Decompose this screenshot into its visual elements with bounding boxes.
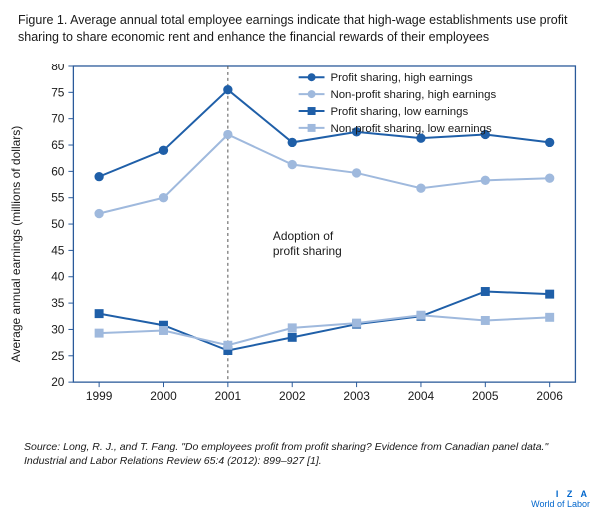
svg-text:25: 25 bbox=[51, 349, 65, 363]
iza-logo: I Z A World of Labor bbox=[531, 490, 590, 510]
plot-region: 2025303540455055606570758019992000200120… bbox=[72, 64, 577, 404]
svg-text:Non-profit sharing, high earni: Non-profit sharing, high earnings bbox=[330, 89, 496, 101]
svg-text:55: 55 bbox=[51, 190, 65, 204]
svg-text:Adoption of: Adoption of bbox=[273, 229, 334, 243]
svg-text:2004: 2004 bbox=[408, 389, 435, 403]
svg-text:60: 60 bbox=[51, 164, 65, 178]
chart-svg: 20 25 30 35 40 45 50 55 60 65 70 75 80 1999 2000 2001 20… bbox=[38, 64, 577, 404]
figure-title: Figure 1. Average annual total employee … bbox=[18, 12, 590, 46]
svg-text:2003: 2003 bbox=[343, 389, 370, 403]
svg-text:20: 20 bbox=[51, 375, 65, 389]
svg-text:45: 45 bbox=[51, 243, 65, 257]
svg-text:2001: 2001 bbox=[215, 389, 242, 403]
y-axis-label: Average annual earnings (millions of dol… bbox=[9, 125, 23, 362]
iza-logo-line-2: World of Labor bbox=[531, 500, 590, 510]
svg-text:Non-profit sharing, low earnin: Non-profit sharing, low earnings bbox=[330, 123, 492, 135]
svg-text:2000: 2000 bbox=[150, 389, 177, 403]
svg-text:Profit sharing, low earnings: Profit sharing, low earnings bbox=[330, 106, 468, 118]
svg-text:40: 40 bbox=[51, 269, 65, 283]
svg-text:profit sharing: profit sharing bbox=[273, 244, 342, 258]
svg-text:30: 30 bbox=[51, 322, 65, 336]
svg-text:2006: 2006 bbox=[536, 389, 563, 403]
source-line-2: Industrial and Labor Relations Review 65… bbox=[24, 455, 322, 467]
svg-text:2005: 2005 bbox=[472, 389, 499, 403]
svg-text:65: 65 bbox=[51, 138, 65, 152]
figure-container: Figure 1. Average annual total employee … bbox=[0, 0, 608, 518]
source-citation: Source: Long, R. J., and T. Fang. "Do em… bbox=[24, 440, 590, 468]
svg-text:70: 70 bbox=[51, 111, 65, 125]
svg-text:35: 35 bbox=[51, 296, 65, 310]
chart-area: Average annual earnings (millions of dol… bbox=[24, 54, 584, 434]
svg-text:Profit sharing, high earnings: Profit sharing, high earnings bbox=[330, 72, 473, 84]
svg-text:80: 80 bbox=[51, 64, 65, 73]
svg-text:2002: 2002 bbox=[279, 389, 306, 403]
svg-text:50: 50 bbox=[51, 217, 65, 231]
svg-text:1999: 1999 bbox=[86, 389, 113, 403]
source-line-1: Source: Long, R. J., and T. Fang. "Do em… bbox=[24, 441, 548, 453]
svg-text:75: 75 bbox=[51, 85, 65, 99]
